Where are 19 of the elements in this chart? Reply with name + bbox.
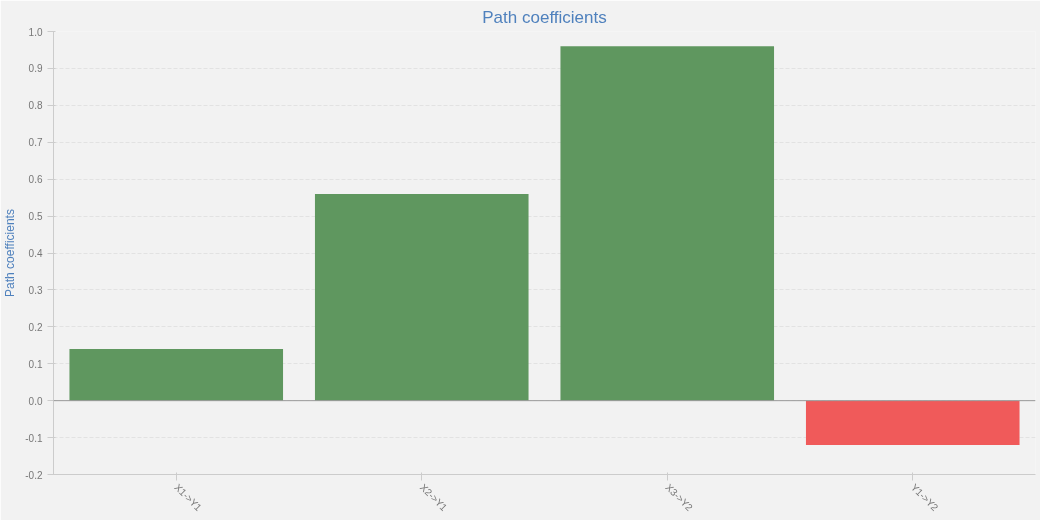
bar xyxy=(314,193,529,401)
bar xyxy=(560,46,775,401)
y-tick-label: 0.2 xyxy=(28,321,43,333)
y-tick-label: 0.5 xyxy=(28,211,43,223)
y-tick-label: 0.9 xyxy=(28,63,43,75)
y-tick-label: 0.3 xyxy=(28,284,43,296)
y-tick-label: 0.4 xyxy=(28,248,43,259)
y-tick-label: -0.1 xyxy=(25,432,43,444)
y-tick-label: 1.0 xyxy=(28,26,43,38)
y-tick-label: 0.1 xyxy=(28,358,43,370)
bar xyxy=(805,400,1020,445)
y-tick-label: 0.0 xyxy=(28,395,43,407)
bar xyxy=(69,348,284,401)
y-axis-title: Path coefficients xyxy=(3,209,18,297)
chart-title: Path coefficients xyxy=(482,7,607,27)
y-tick-label: -0.2 xyxy=(25,469,43,481)
y-tick-label: 0.7 xyxy=(28,137,43,149)
y-tick-label: 0.6 xyxy=(28,174,43,186)
y-tick-label: 0.8 xyxy=(28,100,43,112)
